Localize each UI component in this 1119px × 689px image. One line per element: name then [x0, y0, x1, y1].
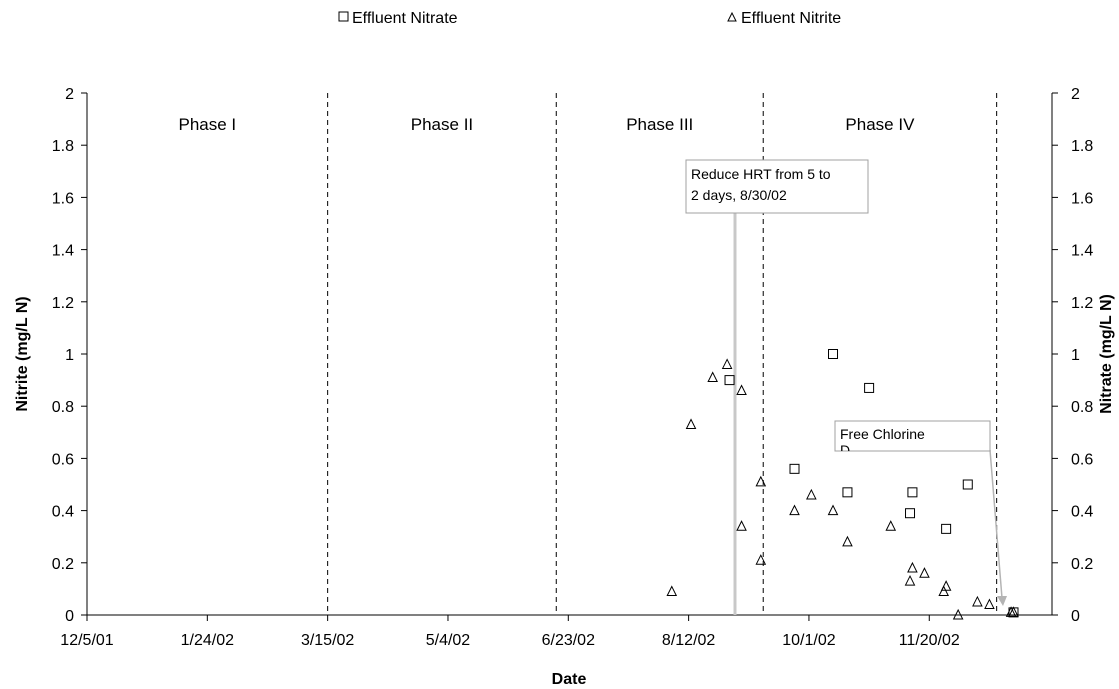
right-y-tick-label: 1 — [1071, 347, 1080, 364]
phase-label: Phase IV — [845, 115, 915, 134]
nitrite-point — [721, 358, 733, 369]
right-y-tick-label: 0 — [1071, 608, 1080, 625]
right-y-tick-label: 0.2 — [1071, 556, 1093, 573]
right-y-tick-label: 0.8 — [1071, 399, 1093, 416]
nitrite-point — [736, 384, 747, 396]
nitrate-point — [941, 523, 952, 534]
x-tick-label: 8/12/02 — [662, 632, 715, 649]
annotation-chlorine-arrow — [989, 449, 1003, 599]
nitrate-point — [724, 375, 735, 386]
x-tick-label: 12/5/01 — [60, 632, 113, 649]
right-y-axis-title: Nitrate (mg/L N) — [1098, 294, 1115, 414]
right-y-tick-label: 1.4 — [1071, 243, 1093, 260]
nitrite-point — [938, 585, 950, 597]
nitrate-point — [905, 508, 916, 519]
left-y-axis-title: Nitrite (mg/L N) — [14, 296, 31, 411]
nitrite-point — [952, 608, 964, 620]
annotation-chlorine-box — [834, 420, 991, 452]
legend: Effluent Nitrate Effluent Nitrite — [338, 10, 841, 27]
legend-marker-nitrite — [727, 11, 737, 22]
x-tick-label: 11/20/02 — [899, 632, 960, 649]
nitrite-point — [736, 520, 747, 531]
left-y-tick-label: 0.6 — [52, 451, 74, 468]
x-axis-title: Date — [552, 671, 587, 688]
annotation-hrt-line2: 2 days, 8/30/02 — [691, 187, 787, 203]
left-y-tick-label: 0.2 — [52, 556, 74, 573]
annotation-chlorine-clip: D — [840, 442, 850, 458]
right-y-tick-label: 1.6 — [1071, 190, 1093, 207]
series-effluent-nitrate — [724, 349, 1019, 618]
left-y-tick-label: 1.6 — [52, 190, 74, 207]
nitrite-point — [806, 488, 817, 500]
nitrite-point — [885, 520, 897, 531]
annotation-chlorine: Free Chlorine D — [834, 420, 1007, 606]
nitrite-point — [685, 418, 697, 429]
x-tick-label: 3/15/02 — [301, 632, 354, 649]
x-tick-label: 6/23/02 — [542, 632, 595, 649]
nitrate-point — [907, 487, 918, 498]
nitrate-point — [864, 382, 875, 393]
nitrite-point — [842, 535, 853, 547]
left-y-tick-label: 2 — [65, 86, 74, 103]
series-effluent-nitrite — [666, 358, 1019, 620]
annotation-hrt-box — [685, 159, 869, 214]
phase-labels: Phase I Phase II Phase III Phase IV — [178, 115, 915, 134]
annotation-hrt: Reduce HRT from 5 to 2 days, 8/30/02 — [685, 159, 869, 615]
right-y-tick-label: 1.8 — [1071, 138, 1093, 155]
x-ticks: 12/5/01 1/24/02 3/15/02 5/4/02 6/23/02 8/12/0… — [60, 615, 960, 649]
legend-label-nitrite: Effluent Nitrite — [741, 10, 841, 27]
x-tick-label: 1/24/02 — [181, 632, 234, 649]
nitrite-point — [827, 504, 839, 516]
x-tick-label: 10/1/02 — [782, 632, 835, 649]
nitrate-point — [842, 487, 853, 498]
nitrite-point — [707, 371, 718, 382]
nitrate-point — [962, 479, 973, 490]
nitrite-point — [789, 504, 800, 516]
annotation-chlorine-arrowhead — [997, 596, 1007, 606]
nitrite-point — [984, 598, 995, 610]
annotation-hrt-line1: Reduce HRT from 5 to — [691, 166, 831, 182]
nitrite-point — [919, 567, 930, 578]
left-y-tick-label: 1.4 — [52, 243, 74, 260]
nitrate-point — [828, 349, 839, 359]
right-y-tick-label: 0.4 — [1071, 504, 1093, 521]
annotation-chlorine-line2: D — [840, 442, 850, 458]
x-tick-label: 5/4/02 — [426, 632, 471, 649]
left-y-ticks: 0 0.2 0.4 0.6 0.8 1 1.2 1.4 1.6 1.8 2 — [52, 86, 87, 625]
legend-label-nitrate: Effluent Nitrate — [352, 10, 458, 27]
nitrite-point — [907, 561, 918, 573]
left-y-tick-label: 1.2 — [52, 295, 74, 312]
nitrate-point — [789, 463, 800, 474]
right-y-tick-label: 0.6 — [1071, 451, 1093, 468]
nitrite-point — [904, 574, 916, 586]
nitrite-point — [755, 554, 767, 565]
nitrite-point — [755, 475, 767, 487]
left-y-tick-label: 0.4 — [52, 504, 74, 521]
left-y-tick-label: 1.8 — [52, 138, 74, 155]
phase-label: Phase II — [411, 115, 473, 134]
nitrite-point — [940, 580, 952, 591]
phase-label: Phase III — [626, 115, 693, 134]
right-y-tick-label: 1.2 — [1071, 295, 1093, 312]
left-y-tick-label: 0.8 — [52, 399, 74, 416]
phase-label: Phase I — [178, 115, 236, 134]
left-y-tick-label: 0 — [65, 608, 74, 625]
right-y-ticks: 0 0.2 0.4 0.6 0.8 1 1.2 1.4 1.6 1.8 2 — [1052, 86, 1093, 625]
annotation-chlorine-line1: Free Chlorine — [840, 426, 925, 442]
left-y-tick-label: 1 — [65, 347, 74, 364]
nitrite-point — [1008, 606, 1019, 617]
legend-marker-nitrate — [338, 11, 349, 22]
nitrite-point — [666, 585, 678, 597]
right-y-tick-label: 2 — [1071, 86, 1080, 103]
nitrite-point — [972, 595, 983, 607]
